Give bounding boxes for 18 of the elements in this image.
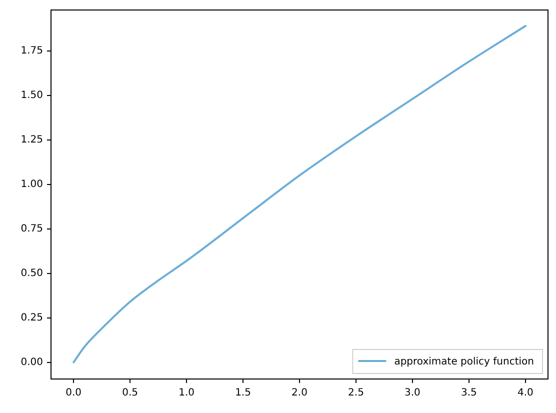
x-tick-label: 1.0 (178, 388, 194, 399)
y-tick-label: 1.75 (20, 46, 43, 57)
y-tick-label: 1.25 (20, 134, 43, 146)
y-tick-label: 0.25 (20, 312, 43, 324)
y-tick-label: 0.50 (20, 268, 43, 279)
y-tick-label: 1.50 (20, 90, 43, 101)
x-tick-label: 2.5 (348, 388, 364, 399)
x-tick-label: 3.0 (404, 388, 420, 399)
legend-label: approximate policy function (394, 356, 534, 368)
y-tick-label: 0.00 (20, 356, 43, 368)
x-tick-label: 1.5 (235, 388, 251, 399)
x-tick-label: 0.5 (122, 388, 138, 399)
y-tick-label: 1.00 (20, 178, 43, 190)
x-tick-label: 2.0 (292, 388, 308, 399)
x-tick-label: 0.0 (66, 388, 82, 399)
x-tick-label: 4.0 (517, 388, 534, 399)
y-tick-label: 0.75 (20, 223, 43, 234)
x-tick-label: 3.5 (460, 388, 477, 399)
